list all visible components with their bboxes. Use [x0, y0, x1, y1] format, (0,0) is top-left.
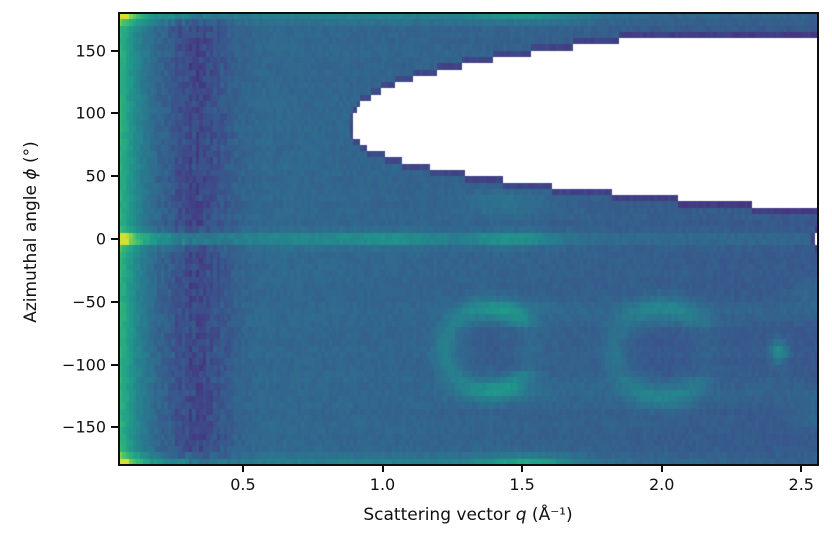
x-axis-label-text: Scattering vector [363, 505, 516, 525]
x-tick-mark [241, 465, 244, 472]
x-axis-label: Scattering vector q (Å⁻¹) [363, 505, 572, 525]
y-axis-label-unit: (°) [21, 141, 41, 169]
heatmap-canvas [119, 13, 818, 465]
y-tick-label: −100 [62, 355, 106, 375]
x-tick-label: 0.5 [230, 475, 256, 494]
y-tick-label: 50 [85, 166, 106, 186]
x-tick-label: 2.0 [648, 475, 675, 494]
x-tick-mark [381, 465, 384, 472]
x-tick-label: 2.5 [788, 475, 814, 494]
x-tick-mark [660, 465, 663, 472]
y-tick-mark [111, 426, 118, 429]
y-tick-label: 0 [95, 229, 106, 249]
y-tick-mark [111, 238, 118, 240]
x-tick-label: 1.5 [509, 475, 535, 494]
y-tick-label: 150 [75, 41, 106, 61]
x-tick-label: 1.0 [369, 475, 396, 494]
y-tick-mark [111, 363, 118, 366]
y-tick-label: −150 [62, 417, 106, 437]
y-tick-mark [111, 300, 118, 303]
y-tick-label: 100 [75, 103, 106, 123]
y-axis-label-text: Azimuthal angle [21, 179, 41, 323]
y-axis-label: Azimuthal angle ϕ (°) [21, 141, 41, 323]
y-tick-mark [111, 175, 118, 178]
plot-area: 0.5 1.0 1.5 2.0 2.5 150 100 50 0 −50 −100 −150 [62, 12, 819, 494]
x-tick-mark [521, 465, 524, 472]
y-tick-mark [111, 112, 118, 115]
y-tick-mark [111, 49, 118, 52]
x-axis-label-var: q [515, 505, 527, 525]
y-axis-label-var: ϕ [21, 168, 41, 180]
y-tick-label: −50 [72, 292, 106, 312]
x-tick-mark [800, 465, 803, 472]
x-axis-label-unit: (Å⁻¹) [526, 505, 573, 525]
